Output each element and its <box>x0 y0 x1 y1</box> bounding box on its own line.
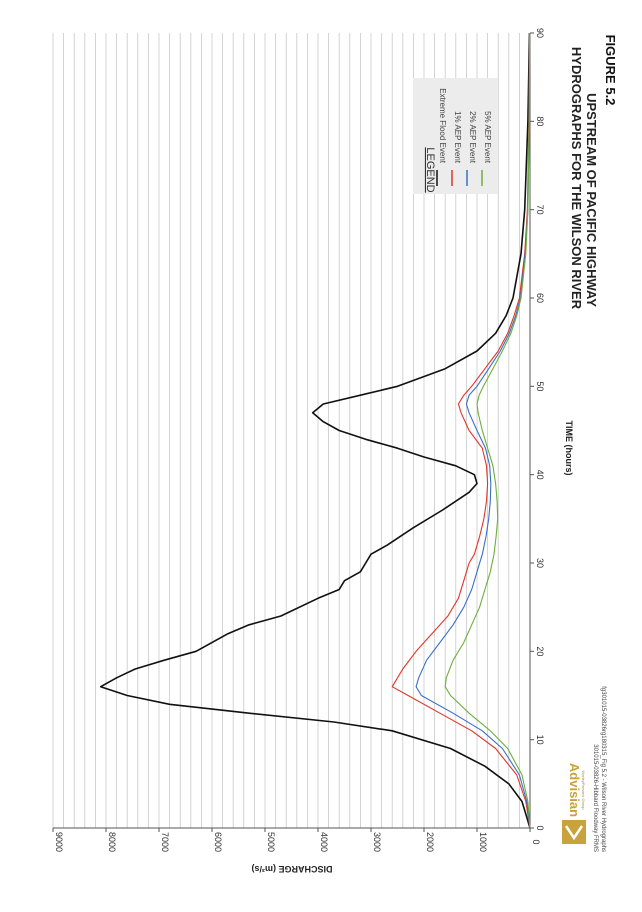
y-tick-label-2000: 2000 <box>425 832 435 852</box>
y-tick-label-1000: 1000 <box>478 832 488 852</box>
x-tick-label-70: 70 <box>535 205 545 215</box>
x-tick-label-0: 0 <box>535 825 545 830</box>
series-line-1 <box>99 32 531 829</box>
y-tick-label-7000: 7000 <box>160 832 170 852</box>
plot-frame <box>53 33 531 829</box>
y-tick-label-5000: 5000 <box>266 832 276 852</box>
x-tick-label-60: 60 <box>535 293 545 303</box>
tick-labels: 0 10 20 30 40 50 60 70 80 90 0 1000 2000 3000 4000 5000… <box>52 28 545 852</box>
legend-items: Extreme Flood Event 1% AEP Event 2% AEP Ev… <box>436 88 492 186</box>
y-tick-label-3000: 3000 <box>372 832 382 852</box>
y-axis-label: DISCHARGE (m³/s) <box>251 864 332 874</box>
legend-box <box>413 78 498 194</box>
grid-lines <box>52 33 531 828</box>
logo-mark-glyph-icon <box>564 825 584 841</box>
legend-label-4: 5% AEP Event <box>483 111 492 164</box>
x-tick-label-50: 50 <box>535 381 545 391</box>
series-line-4 <box>444 32 531 829</box>
legend-label-1: Extreme Flood Event <box>438 88 447 163</box>
series-line-2 <box>391 32 531 829</box>
y-tick-label-4000: 4000 <box>319 832 329 852</box>
x-tick-label-20: 20 <box>535 646 545 656</box>
chart-title-line2: UPSTREAM OF PACIFIC HIGHWAY <box>584 93 599 307</box>
series-line-3 <box>415 32 531 829</box>
legend-label-2: 1% AEP Event <box>453 111 462 164</box>
x-tick-label-40: 40 <box>535 470 545 480</box>
footer-reference-1: 301015-03826-Hibbard Floodway FRMS <box>592 744 598 852</box>
x-tick-label-80: 80 <box>535 116 545 126</box>
footer-reference-2: fg301015-03826rg180315_Fig 5.2 - Wilson … <box>600 686 606 852</box>
x-tick-label-10: 10 <box>535 735 545 745</box>
legend-label-3: 2% AEP Event <box>468 111 477 164</box>
x-tick-label-30: 30 <box>535 558 545 568</box>
logo-mark-icon <box>562 820 586 844</box>
series-layer <box>99 32 531 829</box>
y-tick-label-8000: 8000 <box>107 832 117 852</box>
y-tick-label-0: 0 <box>531 839 541 844</box>
company-logo: Advisian WorleyParsons Group <box>562 763 586 844</box>
figure-label: FIGURE 5.2 <box>603 35 618 106</box>
legend-title: LEGEND <box>424 147 436 192</box>
y-tick-label-6000: 6000 <box>213 832 223 852</box>
y-tick-label-9000: 9000 <box>54 832 64 852</box>
x-tick-label-90: 90 <box>535 28 545 38</box>
company-tagline: WorleyParsons Group <box>581 770 586 810</box>
company-name: Advisian <box>567 763 582 817</box>
x-axis-label: TIME (hours) <box>564 421 574 476</box>
legend: LEGEND Extreme Flood Event 1% AEP Event 2%… <box>413 78 498 194</box>
chart-title-line1: HYDROGRAPHS FOR THE WILSON RIVER <box>569 47 584 310</box>
